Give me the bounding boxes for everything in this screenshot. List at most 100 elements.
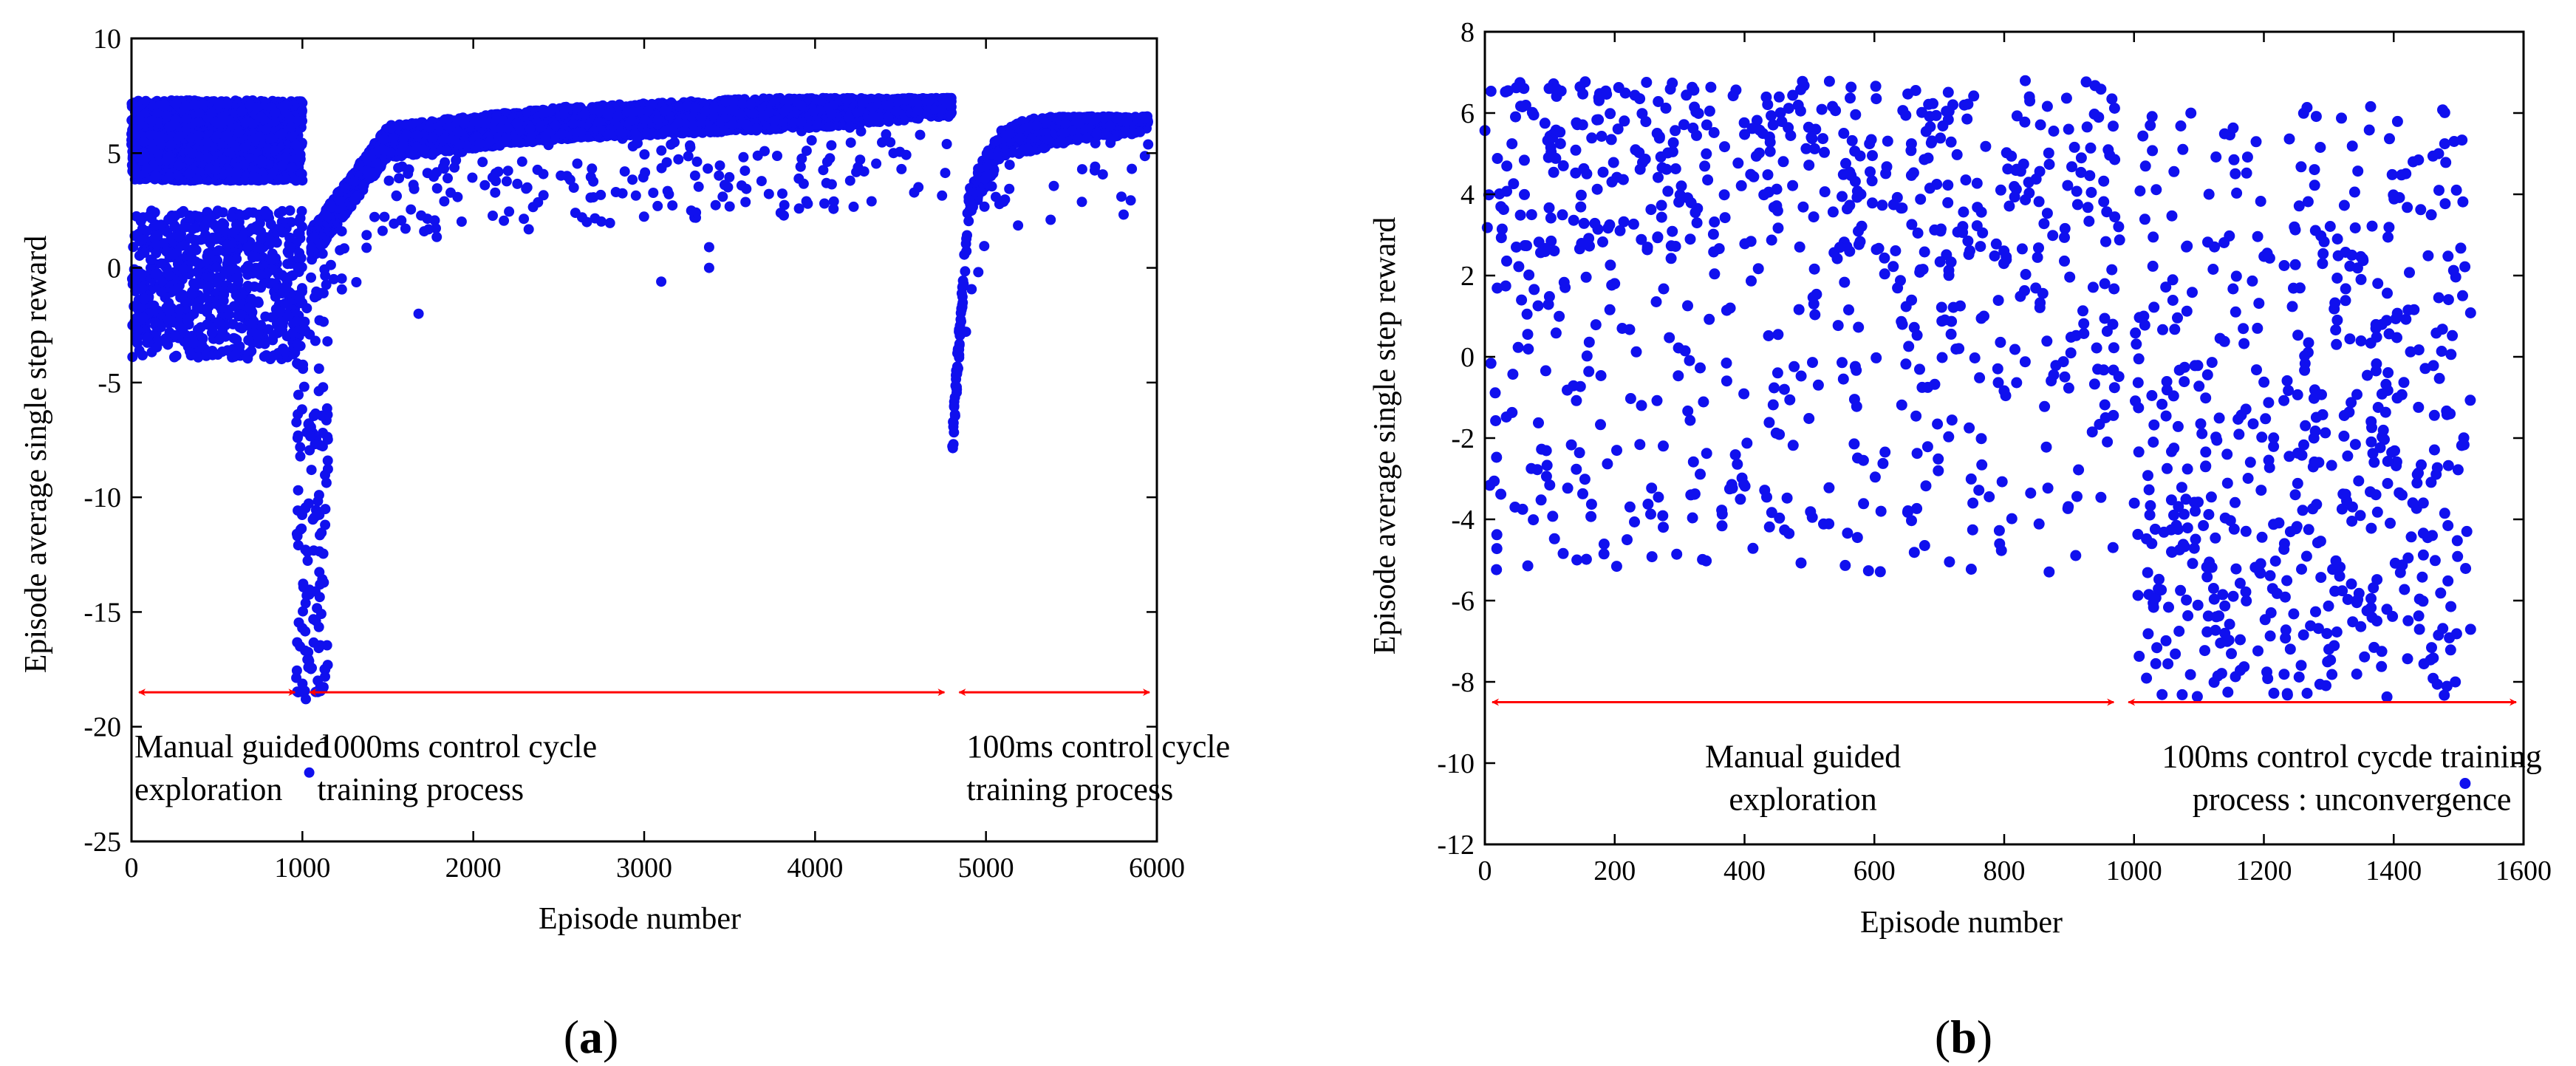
panel-a-point-2733: [297, 510, 307, 520]
panel-a-point-2505: [231, 253, 242, 264]
panel-a-point-2735: [322, 660, 333, 671]
panel-a-point-2576: [211, 233, 222, 245]
panel-a-point-2586: [219, 289, 230, 300]
panel-a-point-2262: [265, 219, 276, 230]
panel-a-point-4694: [467, 172, 478, 183]
panel-a-point-2597: [185, 233, 196, 244]
panel-a-point-2500: [202, 248, 213, 259]
panel-a-point-2675: [293, 485, 304, 496]
panel-a-point-2541: [134, 345, 145, 356]
panel-a-point-1647: [171, 98, 182, 109]
panel-a-point-2464: [174, 304, 185, 315]
panel-a-point-2679: [322, 336, 333, 347]
panel-a-point-2532: [149, 233, 160, 244]
panel-a-point-2660: [292, 338, 303, 349]
panel-a-point-2739: [304, 655, 315, 666]
panel-a-point-2387: [172, 283, 183, 294]
panel-a-point-2325: [256, 233, 267, 245]
panel-a-point-2727: [293, 430, 304, 441]
panel-a-point-2547: [213, 317, 224, 327]
panel-a-point-2642: [304, 445, 315, 456]
panel-a-point-2913: [739, 165, 751, 177]
panel-a-point-2722: [303, 419, 314, 430]
panel-a-point-1781: [276, 129, 287, 140]
panel-a-point-1732: [280, 174, 291, 185]
panel-a-point-2449: [242, 269, 253, 280]
panel-a-point-2480: [150, 317, 160, 328]
panel-a-point-2641: [291, 417, 302, 428]
panel-a-point-1786: [164, 171, 175, 182]
panel-a-point-3957: [703, 163, 714, 174]
panel-a-point-2414: [268, 350, 279, 361]
panel-a-point-2565: [178, 264, 188, 274]
panel-a-point-2524: [231, 334, 242, 345]
panel-a-point-2579: [131, 211, 142, 222]
panel-a-point-2572: [151, 247, 162, 259]
panel-a-point-2590: [253, 225, 264, 236]
panel-a-point-2736: [322, 464, 333, 474]
panel-a-point-2916: [866, 196, 877, 207]
panel-a-point-3277: [937, 190, 948, 201]
panel-a-point-2592: [246, 346, 257, 357]
panel-a-point-2186: [228, 318, 239, 329]
panel-a-point-2668: [299, 316, 310, 327]
panel-a-point-2574: [137, 312, 148, 324]
panel-a-point-1863: [270, 145, 281, 155]
panel-a-point-2619: [295, 524, 306, 535]
panel-a-point-2593: [130, 286, 141, 296]
panel-a-point-2481: [197, 338, 207, 349]
panel-a-point-2566: [230, 349, 241, 360]
panel-a-point-2589: [222, 239, 233, 250]
panel-a-point-4637: [691, 156, 703, 167]
panel-a-point-2696: [316, 527, 327, 539]
panel-a-point-1762: [220, 131, 231, 142]
panel-a-point-2689: [300, 544, 311, 556]
panel-a-point-2130: [282, 259, 293, 270]
panel-a-point-1794: [197, 99, 208, 110]
panel-a-point-2639: [301, 303, 312, 314]
panel-a-point-2726: [318, 382, 329, 393]
panel-a-point-3545: [940, 168, 951, 179]
panel-a-point-2687: [322, 434, 333, 445]
panel-a-point-2461: [166, 210, 177, 221]
panel-a-point-1809: [290, 140, 301, 151]
panel-a-point-2720: [297, 684, 308, 694]
panel-a-point-4676: [516, 156, 527, 167]
panel-a-point-1860: [239, 159, 250, 170]
panel-a-point-1790: [181, 113, 192, 124]
panel-a-point-2530: [294, 228, 305, 239]
panel-a-point-1766: [241, 171, 252, 182]
panel-a-point-2582: [237, 233, 248, 244]
panel-a-point-1726: [287, 162, 297, 173]
panel-a-point-3928: [439, 196, 450, 207]
panel-a-point-2551: [284, 242, 295, 253]
panel-a-point-3981: [828, 196, 839, 207]
panel-a-point-2666: [300, 598, 311, 609]
panel-a-point-3354: [777, 188, 788, 199]
panel-a-point-2553: [195, 322, 206, 333]
panel-a-point-2471: [248, 316, 259, 327]
panel-a-point-2693: [322, 455, 333, 466]
panel-a-point-2380: [246, 293, 257, 304]
panel-a-point-1838: [134, 115, 145, 125]
panel-a-point-2714: [293, 389, 304, 400]
panel-a-point-1742: [202, 152, 213, 163]
panel-a-point-2556: [168, 249, 179, 260]
panel-a-point-2368: [141, 225, 152, 236]
panel-a-point-2483: [224, 310, 235, 320]
panel-a-point-1866: [230, 167, 242, 177]
panel-a-point-2730: [306, 465, 317, 476]
panel-a-point-3096: [361, 230, 372, 241]
panel-a-point-2115: [188, 289, 199, 300]
panel-a-point-2698: [300, 645, 311, 656]
panel-a-point-2527: [243, 261, 254, 272]
panel-a-point-1821: [194, 108, 205, 119]
panel-a-point-2281: [204, 281, 215, 292]
panel-a-point-2700: [320, 504, 331, 515]
panel-a-point-2497: [228, 227, 239, 238]
panel-a-point-2968: [310, 335, 321, 346]
panel-a-point-2559: [199, 220, 211, 230]
panel-a-point-3348: [502, 165, 513, 177]
panel-a-point-1782: [151, 108, 163, 119]
panel-a-point-3451: [604, 217, 615, 228]
